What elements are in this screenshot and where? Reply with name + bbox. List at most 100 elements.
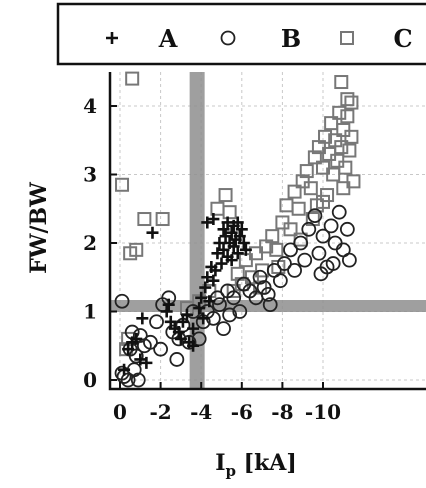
data-point-c — [129, 242, 144, 257]
data-point-a — [209, 264, 222, 277]
data-point-a — [134, 353, 147, 366]
data-point-a — [187, 322, 200, 335]
data-point-a — [201, 216, 214, 229]
data-point-c — [115, 177, 130, 192]
data-point-a — [199, 281, 212, 294]
data-point-a — [136, 312, 149, 325]
data-point-a — [213, 237, 226, 249]
data-point-b — [262, 297, 278, 313]
x-tick-label: -6 — [231, 400, 253, 424]
data-point-a — [233, 230, 246, 243]
data-point-c — [287, 184, 302, 199]
data-point-b — [222, 307, 238, 323]
y-axis-label: FW/BW — [26, 182, 52, 274]
data-point-a — [160, 305, 173, 318]
x-axis-label-sub: p — [226, 462, 237, 480]
data-point-b — [114, 293, 130, 309]
x-axis-label: Ip [kA] — [215, 450, 297, 480]
data-point-a — [217, 243, 230, 256]
reference-lines — [110, 72, 426, 389]
legend-marker-plus — [106, 32, 118, 44]
data-point-b — [232, 304, 248, 319]
data-point-a — [231, 216, 244, 229]
data-point-a — [221, 216, 234, 229]
data-point-c — [155, 212, 170, 227]
data-point-a — [172, 326, 185, 339]
data-point-a — [227, 240, 240, 253]
data-point-c — [303, 181, 318, 196]
data-point-b — [130, 372, 146, 388]
data-point-b — [252, 269, 268, 285]
legend-label: B — [281, 24, 301, 53]
data-point-a — [225, 254, 238, 267]
data-point-b — [293, 235, 309, 251]
legend-item-c: C — [340, 24, 413, 53]
x-tick-label: -4 — [190, 400, 212, 424]
data-point-b — [315, 228, 331, 244]
data-point-b — [283, 242, 298, 258]
data-point-b — [181, 334, 197, 350]
data-point-c — [318, 129, 333, 144]
data-point-c — [291, 201, 306, 216]
data-point-a — [207, 274, 220, 287]
data-point-a — [239, 243, 252, 256]
data-point-c — [307, 150, 322, 165]
data-point-b — [277, 256, 292, 271]
y-tick-label: 3 — [83, 163, 97, 187]
data-point-a — [122, 343, 135, 356]
plot-frame — [108, 72, 426, 391]
data-point-a — [140, 356, 153, 369]
data-point-a — [162, 298, 175, 311]
data-point-b — [212, 297, 227, 313]
data-point-a — [195, 291, 208, 304]
data-point-a — [197, 312, 210, 325]
data-point-c — [334, 75, 349, 90]
data-point-b — [297, 252, 313, 268]
data-point-a — [130, 332, 143, 345]
legend-label: A — [158, 24, 178, 53]
y-tick-label: 0 — [83, 368, 97, 392]
data-point-a — [183, 336, 196, 349]
x-tick-label: -2 — [149, 400, 171, 424]
data-point-c — [137, 212, 152, 227]
data-point-b — [226, 290, 242, 306]
data-point-a — [225, 226, 238, 239]
data-point-b — [307, 208, 323, 224]
plot-area: 0 -2 -4 -6 -8 -10 0 1 2 3 4 — [83, 71, 426, 424]
data-point-c — [283, 222, 298, 237]
data-point-a — [176, 315, 189, 328]
data-point-c — [230, 266, 245, 281]
data-point-a — [180, 308, 193, 321]
legend: A B C — [56, 2, 426, 66]
data-point-c — [344, 95, 359, 110]
data-point-c — [218, 188, 233, 203]
data-point-b — [287, 262, 302, 278]
data-point-b — [313, 266, 329, 282]
data-point-c — [334, 140, 349, 155]
y-tick-label: 2 — [83, 231, 97, 255]
data-point-c — [340, 92, 355, 107]
data-point-a — [237, 237, 250, 249]
data-point-c — [269, 242, 284, 257]
data-point-b — [169, 352, 185, 367]
data-point-b — [301, 221, 317, 237]
data-point-b — [132, 328, 148, 343]
data-point-c — [265, 229, 280, 244]
data-point-a — [146, 226, 159, 239]
data-point-a — [118, 363, 131, 376]
data-point-a — [219, 230, 232, 243]
data-point-c — [299, 164, 314, 179]
data-point-c — [338, 160, 353, 175]
data-point-a — [211, 247, 224, 260]
data-point-b — [143, 334, 158, 350]
data-point-b — [272, 273, 288, 289]
data-point-b — [191, 331, 207, 347]
data-point-a — [201, 271, 214, 284]
data-point-b — [339, 221, 355, 237]
data-point-c — [340, 109, 355, 124]
data-point-b — [341, 252, 357, 268]
legend-frame — [56, 2, 426, 66]
legend-marker-square — [340, 31, 354, 45]
legend-item-a: A — [106, 24, 178, 53]
